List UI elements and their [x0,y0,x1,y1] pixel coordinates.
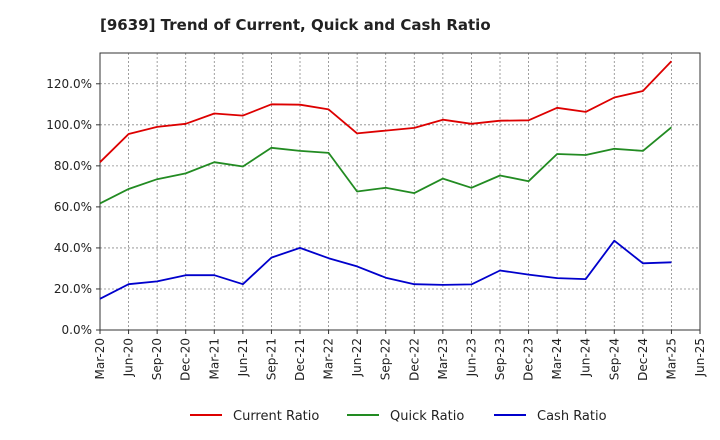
x-tick-label: Jun-20 [122,338,136,377]
x-tick-label: Mar-25 [664,338,678,379]
y-tick-label: 100.0% [46,118,92,132]
y-tick-label: 60.0% [54,200,92,214]
y-tick-label: 40.0% [54,241,92,255]
x-tick-label: Sep-21 [264,338,278,380]
x-tick-label: Jun-22 [350,338,364,377]
x-tick-label: Jun-25 [693,338,707,377]
quick-ratio-legend-label: Quick Ratio [390,409,464,424]
current-ratio-legend-label: Current Ratio [233,409,319,424]
x-tick-label: Jun-23 [464,338,478,377]
x-axis-tick-labels: Mar-20 Jun-20 Sep-20 Dec-20 Mar-21 Jun-21 Sep-… [93,330,707,381]
chart-title: [9639] Trend of Current, Quick and Cash … [100,16,491,34]
x-tick-label: Dec-23 [522,338,536,381]
y-tick-label: 0.0% [62,323,93,337]
x-tick-label: Jun-24 [579,338,593,377]
x-tick-label: Mar-21 [207,338,221,379]
x-tick-label: Dec-21 [293,338,307,381]
series-lines [99,60,673,300]
x-tick-label: Sep-24 [607,338,621,380]
current-ratio-line [99,60,673,163]
gridlines [100,53,700,330]
y-tick-label: 20.0% [54,282,92,296]
x-tick-label: Sep-22 [379,338,393,380]
quick-ratio-line [99,126,672,205]
x-tick-label: Sep-20 [150,338,164,380]
x-tick-label: Mar-24 [550,338,564,379]
x-tick-label: Dec-24 [636,338,650,381]
legend: Current Ratio Quick Ratio Cash Ratio [190,409,607,424]
x-tick-label: Dec-20 [179,338,193,381]
x-tick-label: Mar-23 [436,338,450,379]
y-axis-tick-labels: 0.0% 20.0% 40.0% 60.0% 80.0% 100.0% 120.0% [46,77,100,337]
cash-ratio-legend-label: Cash Ratio [537,409,607,424]
x-tick-label: Jun-21 [236,338,250,377]
x-tick-label: Dec-22 [407,338,421,381]
x-tick-label: Mar-20 [93,338,107,379]
y-tick-label: 80.0% [54,159,92,173]
plot-area-frame [99,52,701,331]
x-tick-label: Sep-23 [493,338,507,380]
y-tick-label: 120.0% [46,77,92,91]
cash-ratio-line [99,239,672,300]
x-tick-label: Mar-22 [322,338,336,379]
